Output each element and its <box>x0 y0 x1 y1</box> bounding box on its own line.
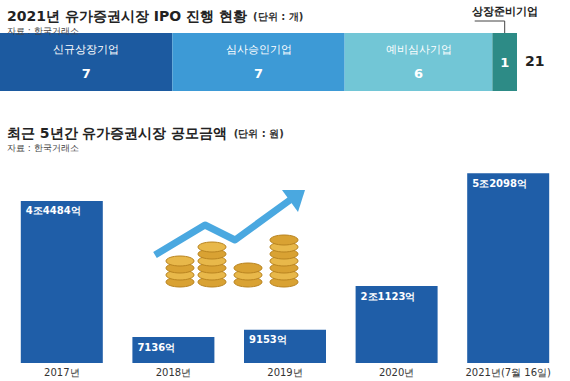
svg-text:상장준비기업: 상장준비기업 <box>472 5 538 18</box>
svg-text:2조1123억: 2조1123억 <box>361 291 416 302</box>
svg-text:자료 : 한국거래소: 자료 : 한국거래소 <box>7 26 79 36</box>
svg-text:2021년 유가증권시장 IPO 진행 현황: 2021년 유가증권시장 IPO 진행 현황 <box>7 8 247 24</box>
svg-text:1: 1 <box>500 55 509 70</box>
svg-text:예비심사기업: 예비심사기업 <box>386 43 452 56</box>
svg-text:신규상장기업: 신규상장기업 <box>53 43 119 56</box>
svg-text:(단위 : 원): (단위 : 원) <box>234 128 284 139</box>
svg-text:5조2098억: 5조2098억 <box>472 178 527 189</box>
svg-text:7136억: 7136억 <box>137 342 175 353</box>
svg-text:심사승인기업: 심사승인기업 <box>226 43 292 56</box>
svg-text:2017년: 2017년 <box>44 367 79 378</box>
svg-text:2019년: 2019년 <box>267 367 302 378</box>
svg-text:9153억: 9153억 <box>249 334 287 345</box>
svg-text:2021년(7월 16일): 2021년(7월 16일) <box>465 367 551 378</box>
svg-text:2020년: 2020년 <box>379 367 414 378</box>
svg-text:최근 5년간 유가증권시장 공모금액: 최근 5년간 유가증권시장 공모금액 <box>7 125 227 141</box>
svg-text:7: 7 <box>82 66 91 81</box>
svg-text:(단위 : 개): (단위 : 개) <box>253 11 303 22</box>
svg-text:21: 21 <box>525 53 544 69</box>
svg-text:7: 7 <box>254 66 263 81</box>
svg-text:자료 : 한국거래소: 자료 : 한국거래소 <box>7 143 79 153</box>
svg-text:4조4484억: 4조4484억 <box>26 205 81 216</box>
svg-text:6: 6 <box>414 66 423 81</box>
svg-text:2018년: 2018년 <box>156 367 191 378</box>
